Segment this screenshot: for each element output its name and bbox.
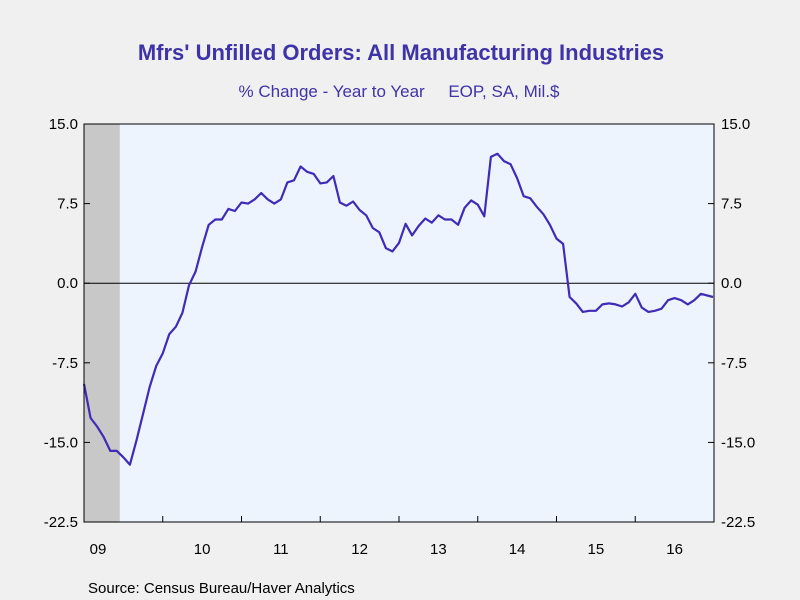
- x-tick-label: 12: [351, 541, 368, 558]
- x-tick-label: 13: [430, 541, 447, 558]
- y-tick-label-right: 0.0: [721, 275, 742, 292]
- y-tick-label-right: -22.5: [721, 514, 755, 531]
- recession-shading: [84, 124, 120, 522]
- chart-subtitle: % Change - Year to Year EOP, SA, Mil.$: [239, 82, 561, 101]
- chart-title: Mfrs' Unfilled Orders: All Manufacturing…: [138, 40, 664, 65]
- x-tick-label: 15: [588, 541, 605, 558]
- y-tick-label-left: -7.5: [52, 355, 78, 372]
- x-tick-label: 11: [273, 541, 289, 558]
- y-tick-label-left: -22.5: [44, 514, 78, 531]
- y-tick-label-right: 15.0: [721, 116, 750, 133]
- y-tick-label-right: 7.5: [721, 196, 742, 213]
- y-tick-label-left: 0.0: [57, 275, 78, 292]
- y-tick-label-left: -15.0: [44, 434, 78, 451]
- x-tick-label: 09: [90, 541, 107, 558]
- series-line-unfilled-orders: [82, 152, 714, 466]
- x-tick-label: 16: [666, 541, 683, 558]
- y-tick-label-right: -15.0: [721, 434, 755, 451]
- y-axis-left: 15.0 7.5 0.0 -7.5 -15.0 -22.5: [44, 116, 90, 531]
- plot-area: [84, 124, 714, 522]
- y-axis-right: 15.0 7.5 0.0 -7.5 -15.0 -22.5: [708, 116, 755, 531]
- y-tick-label-left: 7.5: [57, 196, 78, 213]
- y-tick-label-left: 15.0: [49, 116, 78, 133]
- source-note: Source: Census Bureau/Haver Analytics: [88, 580, 355, 597]
- x-tick-label: 10: [194, 541, 211, 558]
- plot-frame: [83, 123, 715, 523]
- y-tick-label-right: -7.5: [721, 355, 747, 372]
- x-tick-label: 14: [509, 541, 526, 558]
- x-axis: 09 10 11 12 13 14 15 16: [90, 516, 683, 558]
